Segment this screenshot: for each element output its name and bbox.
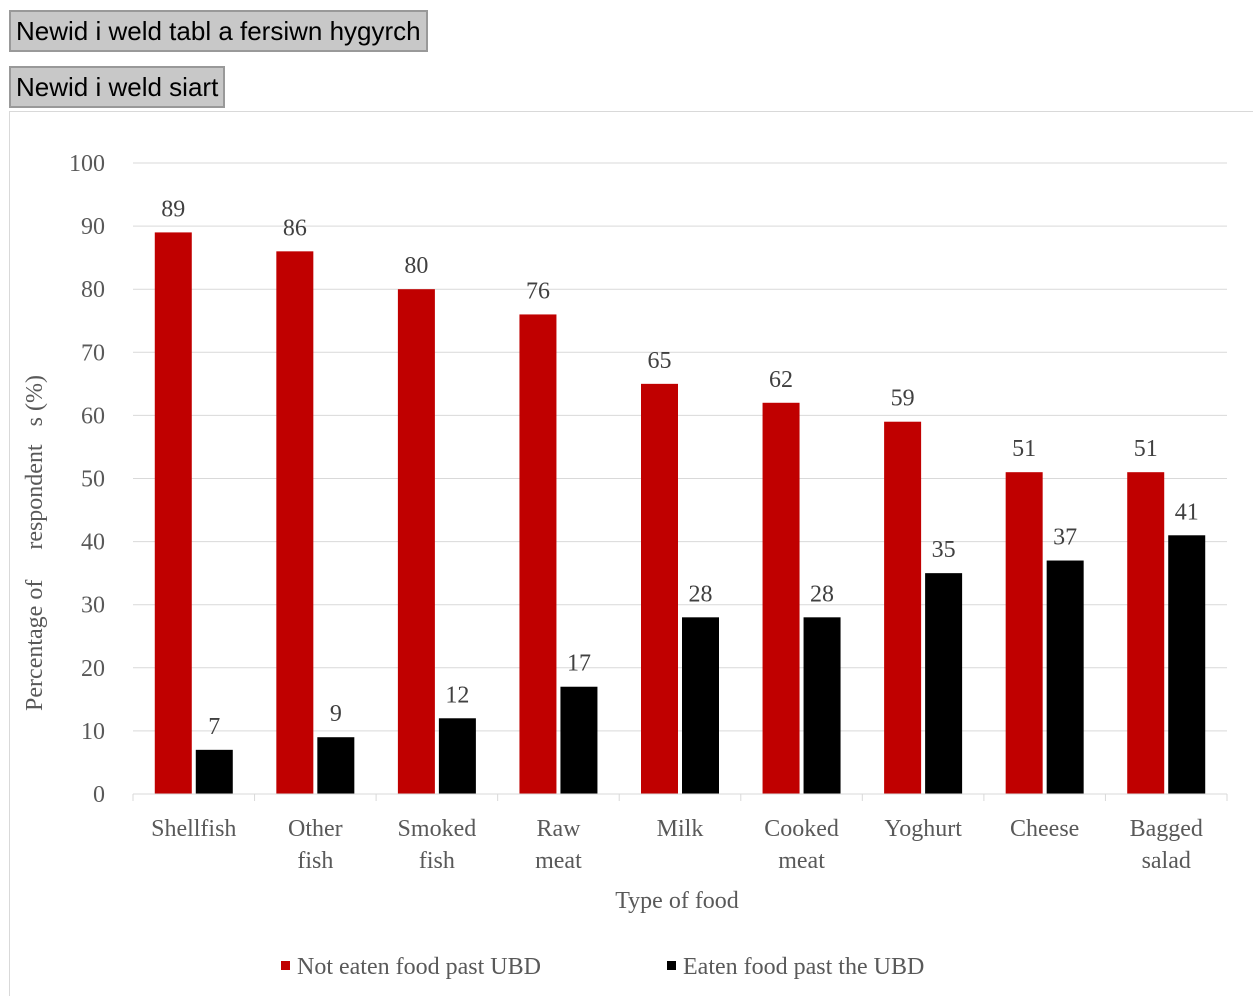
data-label: 62 — [769, 367, 793, 393]
x-tick-label: meat — [778, 848, 825, 874]
gridlines — [133, 162, 1227, 732]
x-tick-label: Milk — [657, 816, 704, 842]
data-label: 7 — [208, 714, 220, 740]
bar-chart: 0 10 20 30 40 50 60 70 80 90 100 89 86 80 76 65 62 59 51 5… — [22, 151, 1228, 980]
y-tick-label: 70 — [81, 340, 105, 366]
y-tick-label: 90 — [81, 214, 105, 240]
x-tick-label: Cheese — [1010, 816, 1079, 842]
x-tick-label: Raw — [536, 816, 581, 842]
bar-not-eaten — [397, 289, 435, 794]
bar-eaten — [682, 617, 719, 794]
x-tick-label: Cooked — [764, 816, 839, 842]
data-label: 37 — [1053, 525, 1077, 551]
data-label: 12 — [445, 682, 469, 708]
bar-not-eaten — [884, 421, 922, 794]
bar-not-eaten — [276, 251, 314, 795]
data-label: 9 — [330, 701, 342, 727]
y-tick-label: 80 — [81, 277, 105, 303]
data-label: 59 — [891, 386, 915, 412]
y-tick-label: 100 — [69, 151, 105, 177]
data-label: 80 — [404, 253, 428, 279]
bar-eaten — [803, 617, 841, 794]
bar-not-eaten — [641, 383, 678, 794]
y-tick-label: 60 — [81, 403, 105, 429]
data-label: 41 — [1175, 499, 1199, 525]
data-label: 28 — [810, 581, 834, 607]
data-label: 35 — [932, 537, 956, 563]
bar-eaten — [1046, 560, 1084, 794]
data-label: 51 — [1012, 436, 1036, 462]
bar-not-eaten — [762, 402, 800, 794]
x-tick-label: Bagged — [1130, 816, 1203, 842]
chart-container: 0 10 20 30 40 50 60 70 80 90 100 89 86 80 76 65 62 59 51 5… — [9, 111, 1253, 996]
y-tick-label: 30 — [81, 593, 105, 619]
y-tick-label: 40 — [81, 530, 105, 556]
bar-eaten — [195, 749, 233, 794]
table-view-toggle-button[interactable]: Newid i weld tabl a fersiwn hygyrch — [9, 10, 428, 52]
x-tick-label: Shellfish — [151, 816, 236, 842]
bar-eaten — [1168, 535, 1206, 794]
x-axis-title: Type of food — [615, 888, 739, 914]
bar-not-eaten — [1127, 472, 1165, 794]
legend-label: Not eaten food past UBD — [297, 954, 541, 980]
legend-swatch — [281, 961, 290, 970]
bar-not-eaten — [1005, 472, 1043, 794]
data-labels: 89 86 80 76 65 62 59 51 51 7 9 12 17 28 28 35 37 41 — [161, 196, 1198, 739]
data-label: 76 — [526, 278, 550, 304]
data-label: 86 — [283, 215, 307, 241]
bar-eaten — [925, 573, 963, 794]
y-axis-ticks: 0 10 20 30 40 50 60 70 80 90 100 — [69, 151, 105, 808]
data-label: 65 — [648, 348, 672, 374]
data-label: 17 — [567, 651, 591, 677]
y-tick-label: 50 — [81, 467, 105, 493]
y-tick-label: 0 — [93, 782, 105, 808]
x-axis: Shellfish Other fish Smoked fish Raw meat Milk C… — [132, 793, 1228, 874]
legend: Not eaten food past UBD Eaten food past t… — [281, 954, 924, 980]
x-tick-label: Other — [288, 816, 343, 842]
x-tick-label: fish — [297, 848, 333, 874]
data-label: 51 — [1134, 436, 1158, 462]
y-tick-label: 20 — [81, 656, 105, 682]
bar-eaten — [560, 686, 598, 794]
data-label: 89 — [161, 196, 185, 222]
bar-eaten — [317, 737, 355, 794]
x-tick-label: meat — [535, 848, 582, 874]
bars — [154, 232, 1206, 795]
x-tick-label: salad — [1142, 848, 1191, 874]
y-axis-title: Percentage of respondent s (%) — [22, 375, 48, 711]
data-label: 28 — [689, 581, 713, 607]
bar-not-eaten — [154, 232, 192, 794]
y-tick-label: 10 — [81, 719, 105, 745]
bar-eaten — [438, 718, 476, 794]
x-tick-label: Yoghurt — [884, 816, 962, 842]
legend-swatch — [667, 961, 676, 970]
bar-not-eaten — [519, 314, 557, 794]
chart-view-toggle-button[interactable]: Newid i weld siart — [9, 66, 226, 108]
x-tick-label: Smoked — [398, 816, 477, 842]
x-tick-label: fish — [419, 848, 455, 874]
legend-label: Eaten food past the UBD — [683, 954, 924, 980]
